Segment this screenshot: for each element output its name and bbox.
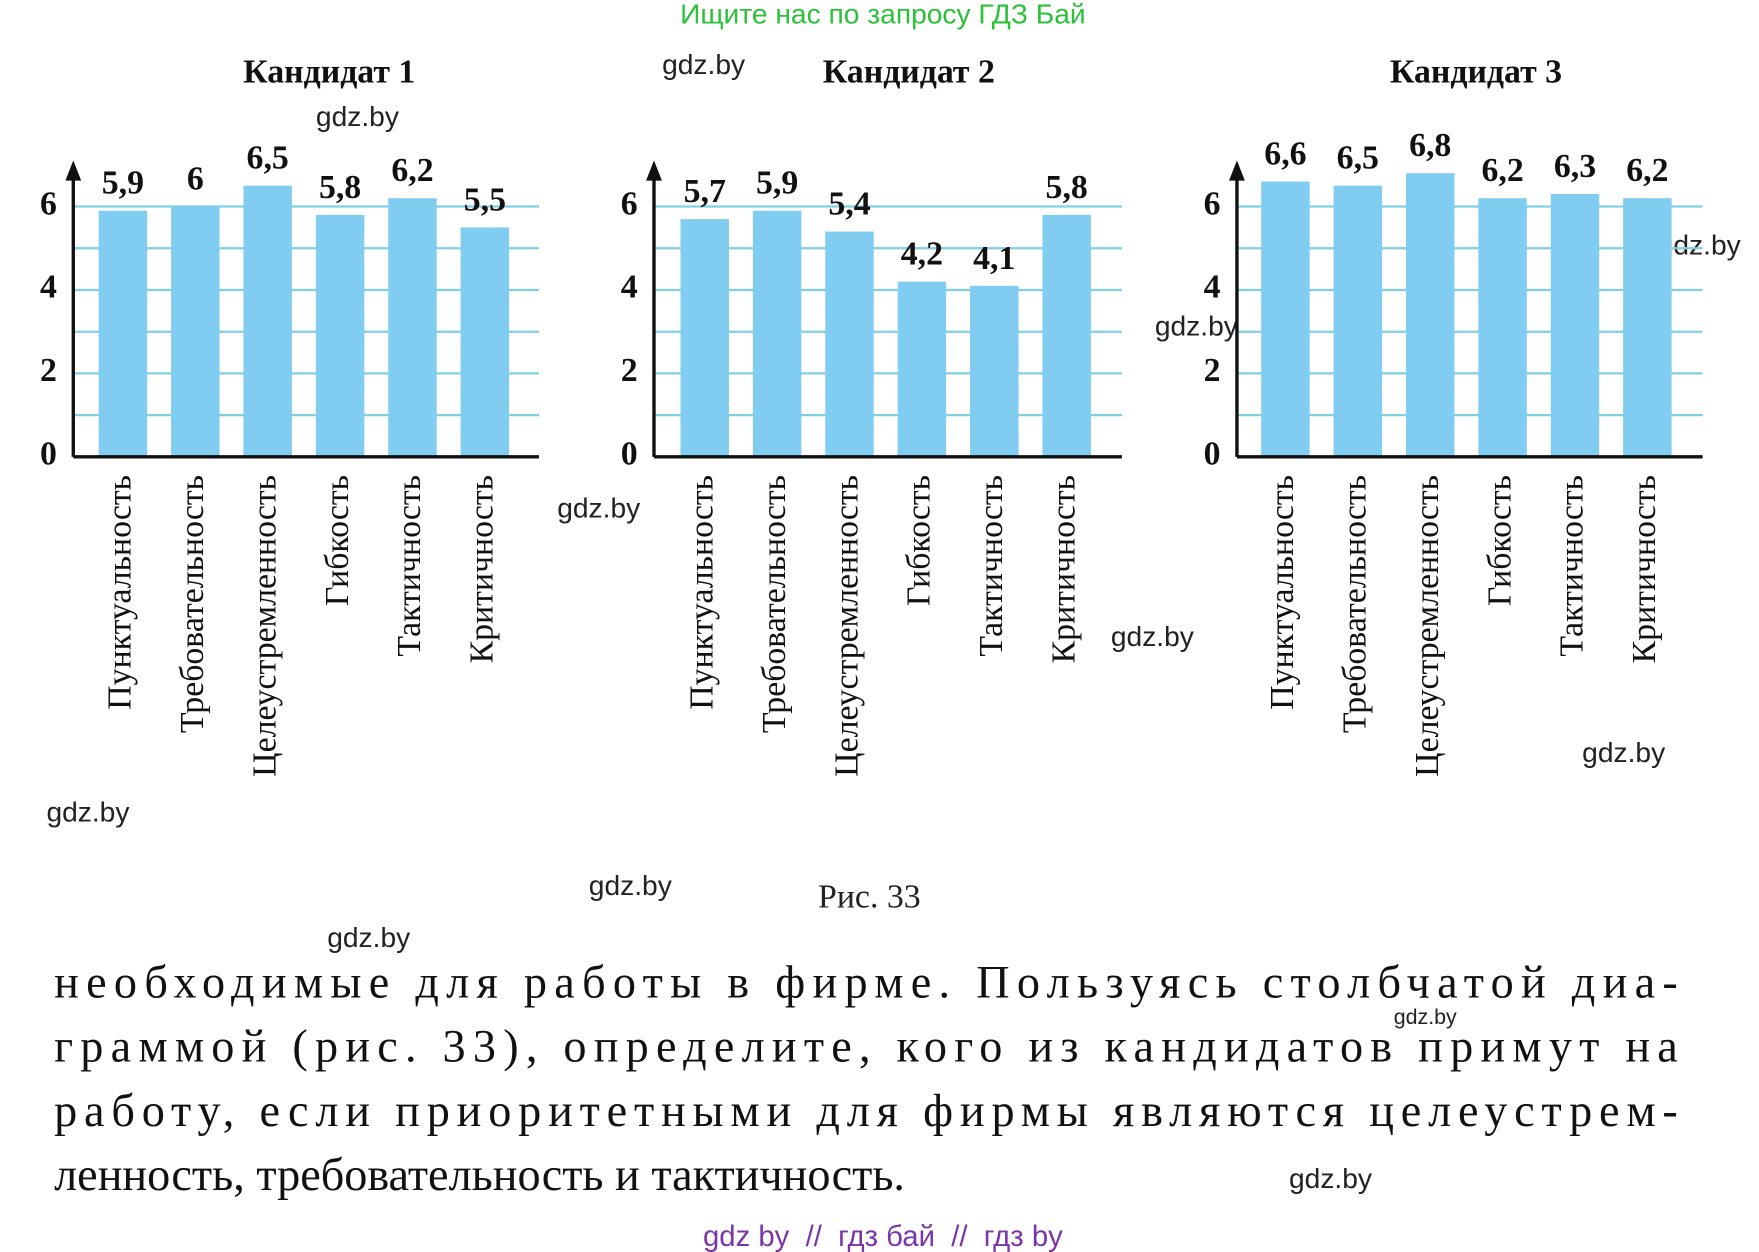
watermark: gdz.by (1111, 620, 1195, 652)
y-tick-label: 6 (40, 185, 57, 222)
y-tick-label: 0 (621, 436, 638, 473)
value-label: 4,1 (973, 240, 1015, 277)
x-tick-label: Критичность (1045, 475, 1082, 663)
value-label: 6 (187, 161, 204, 198)
paragraph-line: работу, если приоритетными для фирмы явл… (54, 1085, 1678, 1136)
y-tick-label: 6 (621, 185, 638, 222)
axis-arrow (646, 160, 662, 181)
watermark: gdz.by (316, 100, 400, 132)
axis-arrow (1229, 160, 1245, 181)
x-tick-label: Критичность (464, 475, 501, 663)
x-tick-label: Гибкость (319, 475, 356, 606)
paragraph-line: ленность, требовательность и тактичность… (54, 1149, 905, 1200)
value-label: 6,8 (1409, 127, 1451, 164)
value-label: 6,2 (1481, 152, 1523, 189)
paragraph-line: необходимые для работы в фирме. Пользуяс… (54, 956, 1678, 1007)
x-tick-label: Целеустремленность (1409, 475, 1446, 777)
bar (1042, 214, 1091, 457)
bar (970, 285, 1019, 457)
y-tick-label: 6 (1204, 185, 1221, 222)
x-tick-label: Целеустремленность (246, 475, 283, 777)
x-tick-label: Пунктуальность (1264, 475, 1301, 710)
paragraph-line: граммой (рис. 33), определите, кого из к… (54, 1021, 1678, 1072)
caption: Рис. 33 (818, 879, 921, 916)
value-label: 5,5 (464, 181, 506, 218)
watermark: gdz.by (327, 921, 411, 953)
y-tick-label: 0 (40, 436, 57, 473)
x-tick-label: Тактичность (391, 475, 428, 657)
watermark: gdz.by (1658, 229, 1742, 261)
header: Ищите нас по запросу ГДЗ Бай (680, 0, 1086, 29)
chart-title: Кандидат 1 (243, 53, 415, 90)
axis-arrow (65, 160, 82, 181)
x-tick-label: Тактичность (973, 475, 1010, 657)
value-label: 6,5 (1337, 140, 1379, 177)
y-tick-label: 2 (621, 352, 638, 389)
value-label: 5,7 (684, 173, 726, 210)
bar (825, 231, 874, 457)
x-tick-label: Требовательность (174, 475, 211, 733)
bar (680, 219, 729, 457)
bar (171, 206, 220, 457)
bar (388, 198, 437, 457)
watermark: gdz.by (1582, 736, 1666, 768)
watermark: gdz.by (1155, 310, 1239, 342)
bar (98, 210, 148, 457)
watermark: gdz.by (46, 796, 130, 828)
value-label: 4,2 (901, 236, 943, 273)
bar (1550, 194, 1600, 457)
x-tick-label: Целеустремленность (828, 475, 865, 777)
x-tick-label: Гибкость (1481, 475, 1518, 606)
value-label: 6,2 (391, 152, 433, 189)
y-tick-label: 4 (621, 269, 638, 306)
y-tick-label: 2 (40, 352, 57, 389)
bar (1333, 185, 1383, 457)
x-tick-label: Пунктуальность (102, 475, 139, 710)
bar (752, 210, 802, 457)
chart-title: Кандидат 3 (1390, 53, 1562, 90)
y-tick-label: 0 (1204, 436, 1221, 473)
value-label: 5,9 (102, 165, 144, 202)
value-label: 5,9 (756, 165, 798, 202)
value-label: 5,4 (828, 186, 870, 223)
y-tick-label: 4 (40, 269, 57, 306)
x-tick-label: Требовательность (1337, 475, 1374, 733)
y-tick-label: 2 (1204, 352, 1221, 389)
watermark: gdz.by (589, 869, 673, 901)
watermark: gdz.by (557, 491, 641, 523)
value-label: 6,2 (1626, 152, 1668, 189)
x-tick-label: Пунктуальность (683, 475, 720, 710)
footer: gdz by // гдз бай // гдз by (703, 1220, 1063, 1252)
bar (1478, 198, 1527, 457)
watermark: gdz.by (1394, 1005, 1457, 1029)
bar (1405, 173, 1455, 457)
value-label: 5,8 (319, 169, 361, 206)
watermark: gdz.by (1289, 1162, 1373, 1194)
x-tick-label: Гибкость (901, 475, 938, 606)
y-tick-label: 4 (1204, 269, 1221, 306)
bar (460, 227, 510, 457)
x-tick-label: Требовательность (756, 475, 793, 733)
bar (1261, 181, 1310, 457)
bar (243, 185, 292, 457)
x-tick-label: Тактичность (1554, 475, 1591, 657)
value-label: 6,6 (1264, 135, 1306, 172)
x-tick-label: Критичность (1626, 475, 1663, 663)
chart-title: Кандидат 2 (823, 53, 995, 90)
watermark: gdz.by (662, 48, 746, 80)
value-label: 6,3 (1554, 148, 1596, 185)
bar (315, 214, 365, 457)
value-label: 5,8 (1046, 169, 1088, 206)
bar (897, 281, 947, 457)
value-label: 6,5 (247, 140, 289, 177)
bar (1623, 198, 1672, 457)
